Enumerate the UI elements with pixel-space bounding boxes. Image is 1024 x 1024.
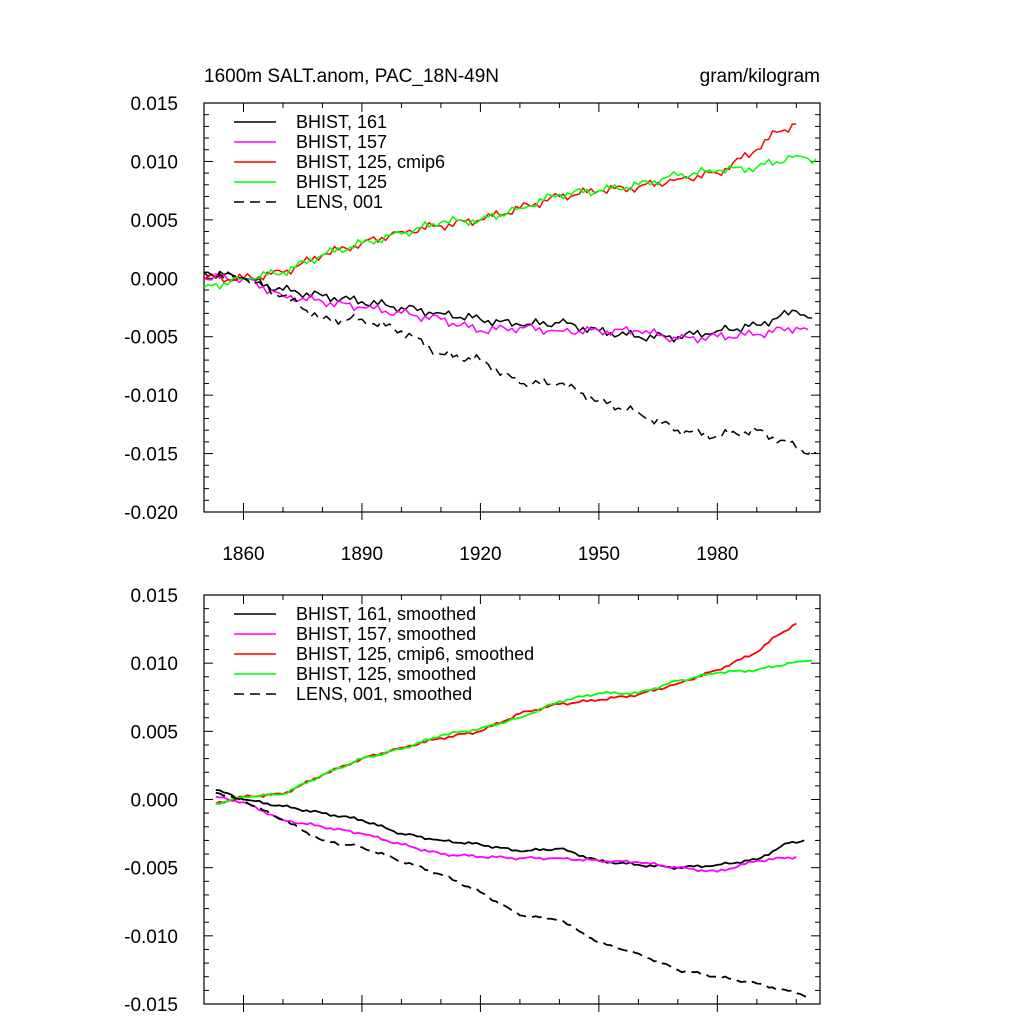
bottom-legend-label-1: BHIST, 161, smoothed bbox=[296, 604, 476, 624]
top-x-tick-label: 1860 bbox=[222, 544, 264, 565]
top-y-tick-label: 0.000 bbox=[130, 269, 178, 290]
top-x-tick-label: 1980 bbox=[696, 544, 738, 565]
top-y-tick-label: -0.020 bbox=[124, 503, 178, 524]
top-series-line-2 bbox=[204, 273, 809, 344]
top-series-line-5 bbox=[204, 271, 817, 455]
top-x-tick-label: 1920 bbox=[459, 544, 501, 565]
top-legend-label-5: LENS, 001 bbox=[296, 192, 383, 212]
top-y-tick-label: -0.015 bbox=[124, 445, 178, 466]
top-y-tick-label: -0.010 bbox=[124, 386, 178, 407]
top-legend-label-3: BHIST, 125, cmip6 bbox=[296, 152, 445, 172]
bottom-legend-label-2: BHIST, 157, smoothed bbox=[296, 624, 476, 644]
top-y-tick-label: 0.010 bbox=[130, 152, 178, 173]
top-y-tick-label: -0.005 bbox=[124, 328, 178, 349]
top-legend-label-4: BHIST, 125 bbox=[296, 172, 387, 192]
top-series-line-1 bbox=[204, 270, 813, 343]
bottom-series-line-4 bbox=[215, 659, 813, 806]
top-series-line-3 bbox=[204, 123, 797, 283]
bottom-panel: -0.015 -0.010 -0.005 0.000 0.005 0.010 0.015 BH… bbox=[124, 586, 821, 1016]
bottom-y-tick-label: -0.015 bbox=[124, 995, 178, 1016]
bottom-series-line-1 bbox=[215, 789, 805, 870]
top-plot-frame bbox=[203, 102, 821, 513]
bottom-y-tick-label: 0.000 bbox=[130, 791, 178, 812]
bottom-y-tick-label: 0.010 bbox=[130, 654, 178, 675]
bottom-legend-label-5: LENS, 001, smoothed bbox=[296, 684, 472, 704]
top-series-line-4 bbox=[204, 154, 817, 290]
top-legend-label-2: BHIST, 157 bbox=[296, 132, 387, 152]
bottom-series-line-5 bbox=[215, 791, 813, 999]
top-legend-label-1: BHIST, 161 bbox=[296, 112, 387, 132]
top-panel: -0.020 -0.015 -0.010 -0.005 0.000 0.005 0.010 0… bbox=[124, 94, 821, 565]
chart-title: 1600m SALT.anom, PAC_18N-49N bbox=[204, 66, 499, 87]
top-x-tick-label: 1890 bbox=[341, 544, 383, 565]
top-y-tick-label: 0.005 bbox=[130, 211, 178, 232]
bottom-y-tick-label: -0.005 bbox=[124, 859, 178, 880]
bottom-legend-label-3: BHIST, 125, cmip6, smoothed bbox=[296, 644, 534, 664]
bottom-series-line-2 bbox=[215, 795, 797, 873]
top-x-tick-label: 1950 bbox=[578, 544, 620, 565]
bottom-y-tick-label: -0.010 bbox=[124, 927, 178, 948]
top-y-tick-label: 0.015 bbox=[130, 94, 178, 115]
chart-units: gram/kilogram bbox=[700, 66, 820, 87]
bottom-y-tick-label: 0.015 bbox=[130, 586, 178, 607]
bottom-legend-label-4: BHIST, 125, smoothed bbox=[296, 664, 476, 684]
bottom-y-tick-label: 0.005 bbox=[130, 722, 178, 743]
